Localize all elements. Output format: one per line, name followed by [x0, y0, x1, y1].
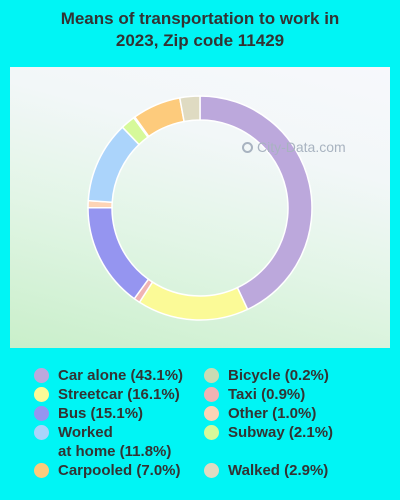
donut-slice-1: [138, 281, 249, 321]
donut-slice-0: [199, 95, 313, 311]
legend-swatch: [204, 425, 219, 440]
watermark-text: City-Data.com: [257, 139, 346, 155]
donut-slice-9: [178, 95, 201, 123]
legend-right-item-5: Walked (2.9%): [204, 461, 333, 480]
legend-label: Walked (2.9%): [228, 462, 329, 479]
legend-label: [228, 442, 333, 461]
legend-swatch: [204, 463, 219, 478]
legend-right-item-3: Subway (2.1%): [204, 423, 333, 442]
legend-label: Other (1.0%): [228, 405, 317, 422]
legend-left-item-0: Car alone (43.1%): [34, 366, 183, 385]
legend-label: Carpooled (7.0%): [58, 462, 181, 479]
legend-right-item-4: [204, 442, 333, 461]
legend-swatch: [34, 387, 49, 402]
legend-swatch: [204, 387, 219, 402]
legend-left-item-2: Bus (15.1%): [34, 404, 183, 423]
legend-label: Worked: [58, 424, 113, 441]
legend-right-item-0: Bicycle (0.2%): [204, 366, 333, 385]
legend-swatch: [34, 368, 49, 383]
legend-swatch: [204, 368, 219, 383]
donut-chart: [87, 95, 313, 321]
chart-title-line-2: 2023, Zip code 11429: [115, 31, 285, 50]
plot-panel: City-Data.com: [10, 67, 390, 348]
magnifier-icon: [242, 141, 253, 153]
legend-label: Taxi (0.9%): [228, 386, 306, 403]
legend-label: Bus (15.1%): [58, 405, 144, 422]
legend-label: Car alone (43.1%): [58, 367, 184, 384]
legend-left-item-3: Worked at home (11.8%): [34, 423, 183, 461]
chart-title-line-1: Means of transportation to work in: [60, 9, 340, 28]
legend-label: Subway (2.1%): [228, 424, 334, 441]
watermark: City-Data.com: [242, 139, 346, 155]
legend-right-item-1: Taxi (0.9%): [204, 385, 333, 404]
legend-left-item-4: Carpooled (7.0%): [34, 461, 183, 480]
legend-swatch: [34, 406, 49, 421]
donut-slice-3: [87, 206, 150, 300]
legend-label: Bicycle (0.2%): [228, 367, 329, 384]
legend-swatch: [34, 425, 49, 440]
legend-column-right: Bicycle (0.2%) Taxi (0.9%) Other (1.0%) Sub…: [204, 366, 333, 480]
chart-title: Means of transportation to work in 2023,…: [0, 8, 400, 52]
legend-left-item-1: Streetcar (16.1%): [34, 385, 183, 404]
legend-label: Streetcar (16.1%): [58, 386, 180, 403]
legend: Car alone (43.1%) Streetcar (16.1%) Bus (1…: [34, 366, 394, 496]
legend-right-item-2: Other (1.0%): [204, 404, 333, 423]
donut-slice-5: [87, 126, 141, 204]
legend-label: at home (11.8%): [58, 443, 172, 460]
legend-column-left: Car alone (43.1%) Streetcar (16.1%) Bus (1…: [34, 366, 183, 480]
legend-swatch: [204, 406, 219, 421]
legend-swatch: [34, 463, 49, 478]
